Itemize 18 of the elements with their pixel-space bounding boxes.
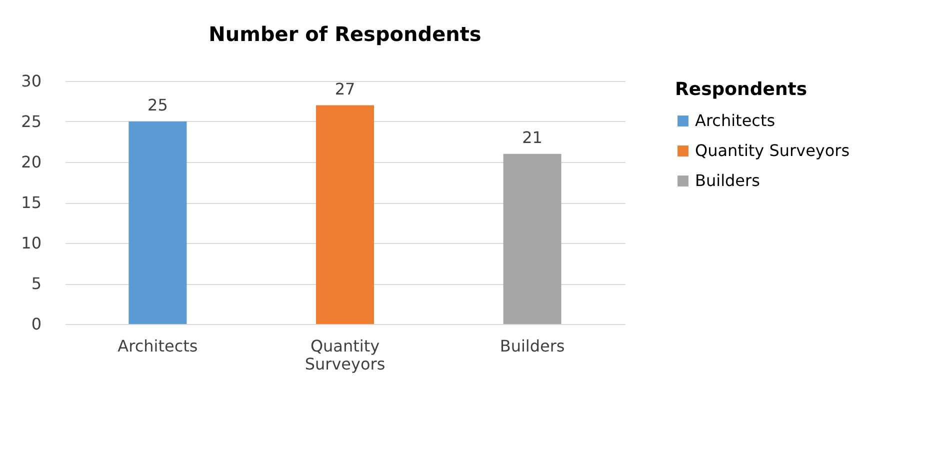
y-tick-label: 5 <box>31 274 42 293</box>
y-tick-label: 15 <box>21 193 42 212</box>
data-label: 25 <box>148 96 168 114</box>
legend-label: Architects <box>695 111 776 130</box>
chart-title: Number of Respondents <box>208 22 482 46</box>
data-label: 21 <box>522 128 542 147</box>
y-tick-label: 30 <box>21 72 42 90</box>
x-tick-label: Quantity Surveyors <box>304 336 386 374</box>
y-tick-label: 0 <box>31 314 42 334</box>
y-tick-label: 20 <box>21 152 42 172</box>
y-tick-label: 10 <box>21 234 42 252</box>
x-tick-label: Architects <box>118 336 198 356</box>
legend-label: Quantity Surveyors <box>695 141 850 160</box>
data-label: 27 <box>334 79 356 98</box>
y-tick-label: 25 <box>21 112 42 131</box>
legend-title: Respondents <box>675 79 808 100</box>
x-tick-label: Builders <box>500 336 565 356</box>
legend-label: Builders <box>695 171 760 190</box>
